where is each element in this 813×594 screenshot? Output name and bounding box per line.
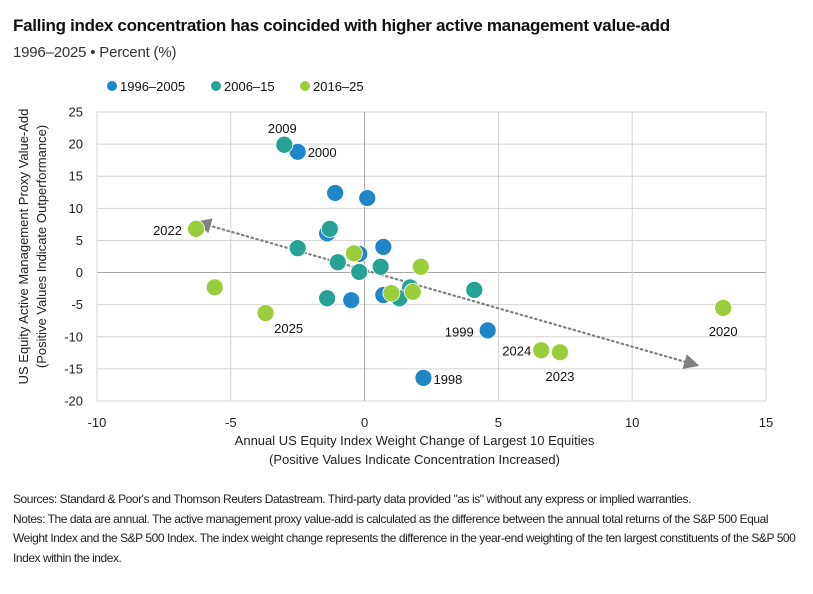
- x-tick-label: 15: [759, 415, 773, 430]
- tick-labels: 25 20 15 10 5 0 -5 -10 -15 -20 -10 -5 0 5 10 15: [64, 105, 773, 431]
- data-point: [532, 341, 551, 360]
- y-tick-label: 5: [76, 233, 83, 248]
- data-point: [714, 298, 733, 317]
- data-point: [374, 237, 393, 256]
- data-point: [344, 244, 363, 263]
- point-label: 2022: [153, 223, 182, 238]
- point-label: 2025: [274, 321, 303, 336]
- legend-label: 2016–25: [313, 79, 364, 94]
- x-tick-label: 10: [625, 415, 639, 430]
- chart-title: Falling index concentration has coincide…: [13, 16, 670, 35]
- x-axis-title: (Positive Values Indicate Concentration …: [269, 452, 560, 467]
- data-point: [411, 257, 430, 276]
- data-point: [205, 278, 224, 297]
- point-label: 2020: [709, 324, 738, 339]
- point-label: 1998: [433, 372, 462, 387]
- axis-titles: Annual US Equity Index Weight Change of …: [16, 109, 595, 467]
- data-point: [414, 368, 433, 387]
- data-point: [465, 280, 484, 299]
- notes-text: Notes: The data are annual. The active m…: [13, 511, 796, 565]
- y-tick-label: 0: [76, 265, 83, 280]
- legend-label: 1996–2005: [120, 79, 185, 94]
- y-tick-label: -5: [71, 297, 83, 312]
- data-point: [320, 219, 339, 238]
- sources-note: Sources: Standard & Poor's and Thomson R…: [13, 492, 691, 506]
- point-label: 2023: [545, 369, 574, 384]
- data-point: [326, 184, 345, 202]
- scatter-chart: 25 20 15 10 5 0 -5 -10 -15 -20 -10 -5 0 5 10 15 Annual …: [16, 79, 773, 467]
- data-point: [318, 289, 337, 308]
- gridlines: [96, 111, 767, 402]
- data-points: [187, 135, 733, 387]
- x-axis-title: Annual US Equity Index Weight Change of …: [235, 433, 595, 448]
- data-point: [288, 239, 307, 258]
- point-labels: 2000 1999 1998 2009 2022 2025 2024 2023 2020: [153, 121, 738, 387]
- trendline: [195, 218, 700, 370]
- y-tick-label: 15: [69, 169, 83, 184]
- legend-marker: [300, 81, 310, 91]
- legend: 1996–2005 2006–15 2016–25: [107, 79, 364, 94]
- y-axis-title: (Positive Values Indicate Outperformance…: [34, 125, 49, 368]
- x-tick-label: 5: [495, 415, 502, 430]
- point-label: 2009: [268, 121, 297, 136]
- y-tick-label: -20: [64, 394, 83, 409]
- data-point: [256, 304, 275, 322]
- data-point: [371, 257, 390, 276]
- legend-marker: [211, 81, 221, 91]
- y-tick-label: 10: [69, 201, 83, 216]
- data-point: [350, 263, 369, 281]
- data-point: [275, 135, 294, 154]
- y-tick-label: 25: [69, 105, 83, 120]
- y-axis-title: US Equity Active Management Proxy Value-…: [16, 109, 31, 385]
- data-point: [342, 291, 361, 310]
- legend-label: 2006–15: [224, 79, 275, 94]
- y-tick-label: 20: [69, 137, 83, 152]
- x-tick-label: -10: [88, 415, 107, 430]
- y-tick-label: -10: [64, 329, 83, 344]
- y-tick-label: -15: [64, 361, 83, 376]
- legend-marker: [107, 81, 117, 91]
- point-label: 1999: [445, 324, 474, 339]
- footnotes: Sources: Standard & Poor's and Thomson R…: [13, 490, 803, 568]
- x-tick-label: -5: [225, 415, 237, 430]
- data-point: [328, 253, 347, 272]
- data-point: [551, 343, 569, 362]
- point-label: 2000: [308, 145, 337, 160]
- data-point: [403, 282, 422, 301]
- point-label: 2024: [502, 343, 531, 358]
- data-point: [478, 321, 497, 340]
- chart-subtitle: 1996–2025 • Percent (%): [13, 44, 177, 61]
- data-point: [382, 284, 401, 303]
- data-point: [358, 189, 377, 207]
- data-point: [187, 219, 205, 238]
- x-tick-label: 0: [361, 415, 368, 430]
- trendline-arrow: [195, 218, 700, 370]
